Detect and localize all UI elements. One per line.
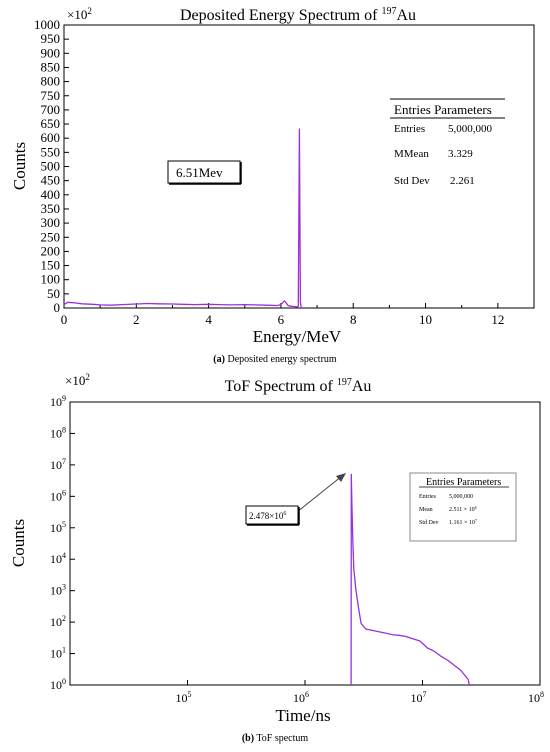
chart-a-y-tick-label: 900 <box>41 45 61 60</box>
chart-b-x-tick-label: 106 <box>293 690 309 705</box>
chart-b-y-label: Counts <box>9 519 28 567</box>
chart-b: ×102 ToF Spectrum of 197Au 1001011021031… <box>9 372 544 744</box>
chart-b-stats-value: 2.511 × 106 <box>449 505 477 513</box>
chart-b-series-line <box>350 473 470 686</box>
chart-a-x-tick-label: 4 <box>205 312 212 327</box>
chart-a-y-tick-label: 50 <box>47 286 60 301</box>
chart-b-y-tick-label: 107 <box>50 457 66 472</box>
chart-a-y-tick-label: 600 <box>41 130 61 145</box>
chart-a-x-axis: 0 2 4 6 8 10 12 <box>61 303 504 327</box>
chart-b-annotation-text: 2.478×106 <box>249 511 286 521</box>
chart-a-stats-value: 5,000,000 <box>448 123 493 135</box>
chart-b-x-tick-label: 105 <box>176 690 192 705</box>
chart-b-y-tick-label: 102 <box>50 614 66 629</box>
chart-a-x-tick-label: 12 <box>491 312 504 327</box>
chart-a-x-tick-label: 6 <box>278 312 285 327</box>
chart-b-annotation-arrowhead <box>336 473 346 482</box>
chart-a-y-tick-label: 550 <box>41 144 61 159</box>
chart-b-title: ToF Spectrum of 197Au <box>225 377 372 395</box>
chart-b-stats-value: 5,000,000 <box>449 494 473 500</box>
chart-a-y-tick-label: 0 <box>54 300 61 315</box>
chart-b-y-tick-label: 105 <box>50 520 66 535</box>
chart-b-x-tick-label: 108 <box>528 690 544 705</box>
chart-b-stats-label: Entries <box>419 494 437 500</box>
chart-a-stats-box: Entries Parameters Entries 5,000,000 MMe… <box>390 98 505 187</box>
chart-b-series-group <box>350 473 470 686</box>
chart-a-stats-header: Entries Parameters <box>394 102 492 117</box>
chart-b-x-tick-label: 107 <box>411 690 427 705</box>
chart-a-annotation-text: 6.51Mev <box>176 165 223 180</box>
chart-a-y-tick-label: 300 <box>41 215 61 230</box>
chart-a-x-label: Energy/MeV <box>253 327 342 346</box>
chart-a-series-line <box>63 128 303 309</box>
chart-b-caption: (b) ToF spectum <box>242 733 309 744</box>
chart-a-y-tick-label: 950 <box>41 31 61 46</box>
chart-a-stats-label: Entries <box>394 123 425 135</box>
chart-b-y-tick-label: 106 <box>50 488 66 503</box>
chart-a-y-tick-label: 250 <box>41 229 61 244</box>
chart-b-y-tick-label: 101 <box>50 646 66 661</box>
chart-a-stats-value: 2.261 <box>450 175 475 187</box>
chart-a-caption: (a) Deposited energy spectrum <box>213 354 337 365</box>
chart-b-stats-value: 1.161 × 107 <box>449 518 477 526</box>
chart-a-y-tick-label: 750 <box>41 88 61 103</box>
chart-a-y-tick-label: 650 <box>41 116 61 131</box>
chart-a-y-multiplier: ×102 <box>67 6 92 22</box>
chart-b-x-label: Time/ns <box>275 706 330 725</box>
chart-a-annotation: 6.51Mev <box>167 160 242 185</box>
chart-b-y-tick-label: 103 <box>50 583 66 598</box>
chart-a-stats-value: 3.329 <box>448 148 473 160</box>
chart-a-y-tick-label: 200 <box>41 243 61 258</box>
chart-b-stats-label: Std Dev <box>419 520 439 526</box>
chart-a-y-tick-label: 850 <box>41 59 61 74</box>
chart-b-x-axis: 105 106 107 108 <box>176 680 544 705</box>
chart-b-y-axis: 100 101 102 103 104 105 106 107 108 109 <box>50 394 75 692</box>
chart-a-y-tick-label: 150 <box>41 258 61 273</box>
chart-a-y-tick-label: 1000 <box>34 17 60 32</box>
chart-b-y-multiplier: ×102 <box>65 372 90 388</box>
chart-a-y-label: Counts <box>10 142 29 190</box>
chart-a-stats-label: MMean <box>394 148 429 160</box>
chart-b-y-tick-label: 109 <box>50 394 66 409</box>
chart-a: ×102 Deposited Energy Spectrum of 197Au … <box>10 6 535 365</box>
chart-a-y-tick-label: 700 <box>41 102 61 117</box>
chart-b-y-tick-label: 104 <box>50 551 66 566</box>
chart-b-plot-frame <box>69 401 541 686</box>
chart-a-y-axis: 0501001502002503003504004505005506006507… <box>34 17 69 315</box>
chart-a-y-tick-label: 400 <box>41 187 61 202</box>
chart-b-stats-header: Entries Parameters <box>426 477 501 488</box>
chart-b-y-tick-label: 108 <box>50 425 66 440</box>
chart-b-stats-box: Entries Parameters Entries 5,000,000 Mea… <box>409 472 517 542</box>
chart-a-x-tick-label: 0 <box>61 312 68 327</box>
chart-a-x-tick-label: 8 <box>350 312 357 327</box>
chart-b-y-tick-label: 100 <box>50 677 66 692</box>
chart-a-title: Deposited Energy Spectrum of 197Au <box>180 6 416 24</box>
chart-a-y-tick-label: 800 <box>41 74 61 89</box>
chart-a-x-tick-label: 10 <box>419 312 432 327</box>
chart-a-y-tick-label: 100 <box>41 272 61 287</box>
chart-a-y-tick-label: 350 <box>41 201 61 216</box>
chart-a-series-group <box>63 128 303 309</box>
chart-b-stats-label: Mean <box>419 507 433 513</box>
chart-b-annotation: 2.478×106 <box>245 473 346 526</box>
chart-a-x-tick-label: 2 <box>133 312 140 327</box>
chart-b-annotation-arrow <box>296 475 343 513</box>
chart-a-stats-label: Std Dev <box>394 175 430 187</box>
chart-a-y-tick-label: 450 <box>41 173 61 188</box>
chart-a-y-tick-label: 500 <box>41 159 61 174</box>
